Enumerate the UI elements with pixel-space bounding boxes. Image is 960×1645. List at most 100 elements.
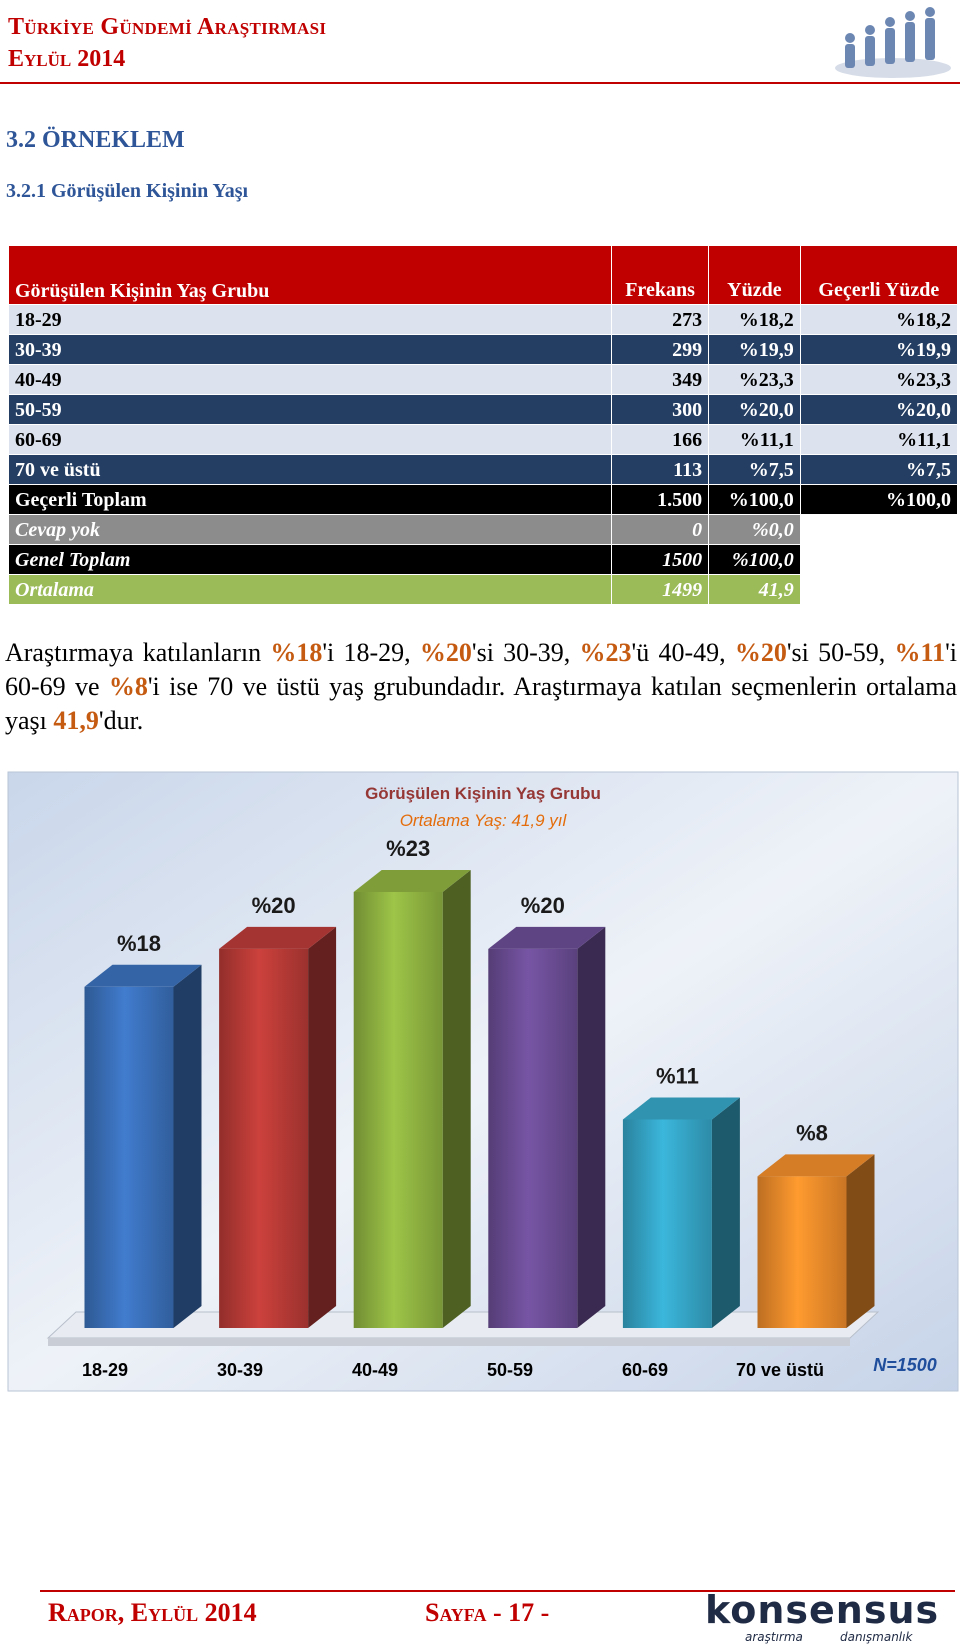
- chart-note: N=1500: [873, 1355, 937, 1375]
- footer-page: Sayfa - 17 -: [425, 1598, 550, 1627]
- table-cell: 70 ve üstü: [8, 454, 612, 485]
- footer-left: Rapor, Eylül 2014: [48, 1598, 257, 1627]
- x-tick-label: 60-69: [622, 1360, 668, 1380]
- text: 'i ise 70 ve üstü yaş grubundadır. Araşt…: [5, 672, 957, 735]
- table-row: Cevap yok 0 %0,0: [8, 514, 959, 545]
- column-header: Geçerli Yüzde: [799, 245, 959, 305]
- column-header: Görüşülen Kişinin Yaş Grubu: [8, 245, 612, 305]
- text: 'si 30-39,: [471, 638, 580, 667]
- x-tick-label: 18-29: [82, 1360, 128, 1380]
- table-cell: 50-59: [8, 394, 612, 425]
- bar: [622, 1119, 712, 1328]
- table-cell: Genel Toplam: [8, 544, 612, 575]
- table-cell: %19,9: [708, 334, 801, 365]
- header-logo: [835, 7, 951, 78]
- bar-side: [846, 1154, 875, 1328]
- table-cell: %11,1: [708, 424, 801, 455]
- chart-background: [7, 771, 959, 1392]
- table-cell: 0: [610, 514, 710, 545]
- empty-cell: [799, 514, 959, 545]
- bar-side: [577, 926, 606, 1328]
- paragraph: Araştırmaya katılanların %18'i 18-29, %2…: [5, 636, 957, 738]
- chart-title: Görüşülen Kişinin Yaş Grubu: [365, 784, 601, 803]
- table-cell: Geçerli Toplam: [8, 484, 612, 515]
- table-row: Geçerli Toplam 1.500 %100,0 %100,0: [8, 484, 959, 515]
- table-cell: %11,1: [799, 424, 959, 455]
- bar-side: [711, 1097, 740, 1328]
- bar-top: [757, 1154, 875, 1177]
- table-row: 18-29 273 %18,2 %18,2: [8, 304, 959, 335]
- table-cell: 41,9: [708, 574, 801, 605]
- table-cell: %23,3: [708, 364, 801, 395]
- x-tick-label: 50-59: [487, 1360, 533, 1380]
- data-label: %23: [386, 836, 430, 861]
- table-row: Genel Toplam 1500 %100,0: [8, 544, 959, 575]
- table-cell: %18,2: [708, 304, 801, 335]
- table-cell: 1.500: [610, 484, 710, 515]
- brand-subtitle: araştırma: [745, 1630, 803, 1644]
- column-header: Frekans: [610, 245, 710, 305]
- table-cell: 1500: [610, 544, 710, 575]
- table-cell: 273: [610, 304, 710, 335]
- table-cell: 40-49: [8, 364, 612, 395]
- text: 'i 18-29,: [322, 638, 420, 667]
- bar-side: [173, 964, 202, 1328]
- table-cell: %19,9: [799, 334, 959, 365]
- text: 'ü 40-49,: [631, 638, 735, 667]
- table-cell: 113: [610, 454, 710, 485]
- bar-top: [353, 870, 471, 892]
- data-label: %11: [656, 1063, 699, 1088]
- bar-top: [622, 1097, 740, 1120]
- text: 'dur.: [98, 706, 144, 735]
- bar: [84, 986, 174, 1328]
- table-cell: 166: [610, 424, 710, 455]
- table-cell: %20,0: [799, 394, 959, 425]
- header-title: Türkiye Gündemi Araştırması: [8, 14, 327, 40]
- chart-floor: [46, 1311, 880, 1339]
- text: 'i 60-69 ve: [5, 638, 958, 701]
- brand-logo: konsensus: [705, 1588, 940, 1632]
- table-cell: %7,5: [799, 454, 959, 485]
- bar-side: [308, 926, 337, 1328]
- table-cell: 1499: [610, 574, 710, 605]
- highlight: %18: [270, 638, 323, 667]
- highlight: %20: [734, 638, 787, 667]
- table-cell: 60-69: [8, 424, 612, 455]
- highlight: 41,9: [53, 706, 99, 735]
- table-cell: 300: [610, 394, 710, 425]
- table-cell: %0,0: [708, 514, 801, 545]
- column-header: Yüzde: [708, 245, 801, 305]
- brand-subtitle: danışmanlık: [840, 1630, 913, 1644]
- chart-subtitle: Ortalama Yaş: 41,9 yıl: [400, 811, 568, 830]
- bar-side: [442, 870, 471, 1328]
- table-cell: %23,3: [799, 364, 959, 395]
- empty-cell: [799, 574, 959, 605]
- text: 'si 50-59,: [786, 638, 895, 667]
- table-cell: 18-29: [8, 304, 612, 335]
- table-row: Ortalama 1499 41,9: [8, 574, 959, 605]
- data-label: %8: [796, 1120, 828, 1145]
- highlight: %23: [579, 638, 632, 667]
- table-cell: %20,0: [708, 394, 801, 425]
- highlight: %11: [894, 638, 946, 667]
- header-rule: [0, 82, 960, 84]
- data-label: %20: [252, 893, 296, 918]
- section-subtitle: 3.2.1 Görüşülen Kişinin Yaşı: [6, 180, 249, 202]
- table-row: 70 ve üstü 113 %7,5 %7,5: [8, 454, 959, 485]
- header-subtitle: Eylül 2014: [8, 46, 126, 72]
- table-cell: %100,0: [799, 484, 959, 515]
- table-cell: 299: [610, 334, 710, 365]
- table-cell: Cevap yok: [8, 514, 612, 545]
- data-label: %20: [521, 893, 565, 918]
- table-cell: %18,2: [799, 304, 959, 335]
- empty-cell: [799, 544, 959, 575]
- highlight: %20: [419, 638, 472, 667]
- bar-top: [219, 926, 337, 949]
- section-title: 3.2 ÖRNEKLEM: [6, 127, 185, 153]
- bar: [488, 948, 578, 1328]
- table-cell: Ortalama: [8, 574, 612, 605]
- table-row: 50-59 300 %20,0 %20,0: [8, 394, 959, 425]
- data-table: Görüşülen Kişinin Yaş Grubu Frekans Yüzde G…: [8, 245, 959, 605]
- table-cell: 349: [610, 364, 710, 395]
